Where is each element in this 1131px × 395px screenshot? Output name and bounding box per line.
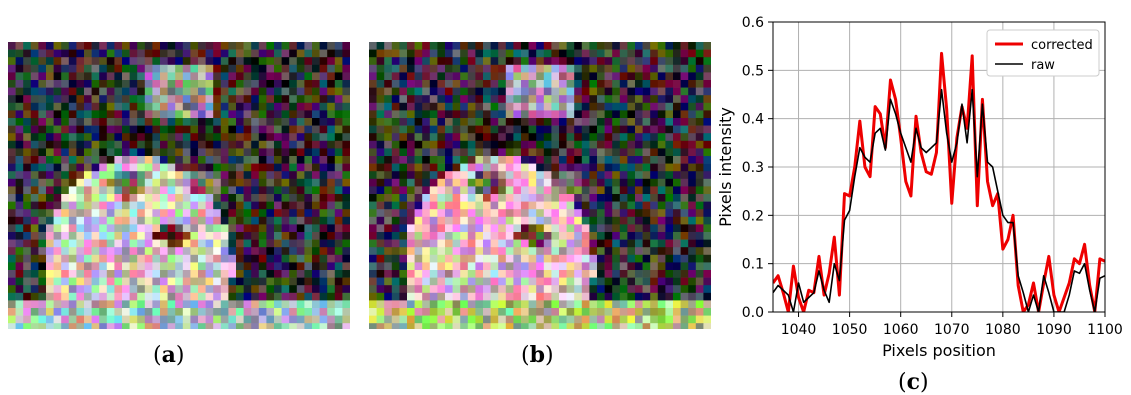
noisy-image-b — [369, 42, 711, 329]
x-tick-label: 1100 — [1087, 322, 1123, 338]
series-line-corrected — [773, 51, 1105, 312]
y-tick-label: 0.2 — [742, 208, 764, 224]
caption-c: (c) — [898, 369, 929, 395]
y-axis-label: Pixels intensity — [716, 107, 735, 227]
noisy-image-a — [8, 42, 350, 329]
intensity-chart: 1040 1050 1060 1070 1080 1090 1100 0.0 0.1 0.2 0.3… — [716, 15, 1123, 360]
image-b — [369, 42, 711, 329]
x-tick-label: 1060 — [883, 322, 919, 338]
y-tick-label: 0.5 — [742, 63, 764, 79]
y-tick-label: 0.4 — [742, 112, 764, 128]
y-tick-label: 0.0 — [742, 305, 764, 321]
chart-legend: corrected raw — [986, 29, 1100, 77]
x-tick-label: 1080 — [985, 322, 1021, 338]
legend-label-raw: raw — [1031, 58, 1055, 73]
legend-label-corrected: corrected — [1031, 38, 1093, 53]
chart-series — [773, 51, 1105, 312]
x-tick-label: 1050 — [832, 322, 868, 338]
series-line-raw — [773, 88, 1105, 312]
x-tick-label: 1090 — [1036, 322, 1072, 338]
caption-a: (a) — [153, 342, 185, 368]
y-tick-label: 0.1 — [742, 257, 764, 273]
y-tick-label: 0.6 — [742, 15, 764, 31]
x-tick-label: 1070 — [934, 322, 970, 338]
x-axis-label: Pixels position — [882, 341, 996, 360]
chart-ticks: 1040 1050 1060 1070 1080 1090 1100 0.0 0.1 0.2 0.3… — [742, 15, 1123, 338]
caption-b: (b) — [521, 342, 554, 368]
image-a — [8, 42, 350, 329]
y-tick-label: 0.3 — [742, 160, 764, 176]
x-tick-label: 1040 — [781, 322, 817, 338]
